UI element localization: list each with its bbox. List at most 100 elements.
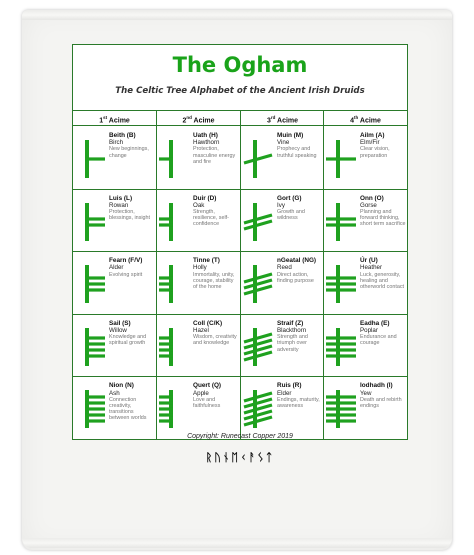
letter-cell: Úr (U) Heather Luck, generosity, healing a… <box>324 251 407 313</box>
letter-cell: Onn (O) Gorse Planning and forward thinkin… <box>324 189 407 251</box>
letter-text: Tinne (T) Holly Immortality, unity, courag… <box>193 257 239 290</box>
letter-meaning: Direct action, finding purpose <box>277 271 314 284</box>
letter-meaning: Knowledge and spiritual growth <box>109 334 147 347</box>
page-title: The Ogham <box>172 53 308 77</box>
letter-meaning: New beginnings, change <box>109 146 149 159</box>
ogham-stroke <box>243 332 273 344</box>
ogham-stroke <box>85 401 105 405</box>
letter-cell: Gort (G) Ivy Growth and wildness <box>241 189 324 251</box>
tree-name: Hazel <box>193 327 209 334</box>
letter-text: Úr (U) Heather Luck, generosity, healing a… <box>360 257 406 290</box>
letter-cell: Coll (C/K) Hazel Wisdom, creativity and kn… <box>157 314 240 376</box>
letter-meaning: Death and rebirth endings <box>360 396 402 409</box>
letter-name: Muin (M) <box>277 132 304 139</box>
ogham-stroke <box>159 395 173 399</box>
ogham-stroke <box>243 338 273 350</box>
ogham-stroke <box>243 397 273 409</box>
ogham-stroke <box>85 216 105 221</box>
letter-name: Uath (H) <box>193 132 218 139</box>
ogham-grid: 1st Acime 2nd Acime 3rd Acime 4th Acime … <box>73 110 407 439</box>
tree-name: Hawthorn <box>193 139 220 147</box>
letter-meaning: Strength, resilience, self-confidence <box>193 209 229 228</box>
ogham-stroke <box>85 276 105 280</box>
tree-name: Blackthorn <box>277 327 307 334</box>
ogham-glyph-icon <box>159 265 173 304</box>
letter-text: Gort (G) Ivy Growth and wildness <box>277 195 323 222</box>
row-divider <box>73 251 407 253</box>
ogham-stroke <box>85 282 105 286</box>
letter-cell: Nion (N) Ash Connection creativity, transi… <box>73 376 156 438</box>
ogham-stroke <box>159 288 173 292</box>
ogham-stem <box>253 327 257 366</box>
letter-cell: nGeatal (NG) Reed Direct action, finding p… <box>241 251 324 313</box>
ogham-stem <box>336 202 340 241</box>
letter-cell: Luis (L) Rowan Protection, blessings, insi… <box>73 189 156 251</box>
letter-cell: Muin (M) Vine Prophecy and truthful speaki… <box>241 126 324 188</box>
ogham-stem <box>85 327 89 366</box>
ogham-stroke <box>243 284 273 296</box>
ogham-stroke <box>159 342 173 346</box>
letter-name: Beith (B) <box>109 132 136 139</box>
letter-text: Duir (D) Oak Strength, resilience, self-co… <box>193 195 239 228</box>
letter-text: Uath (H) Hawthorn Protection, masculine en… <box>193 132 239 165</box>
towel-top-hem <box>22 10 452 20</box>
header-acime-1: 1st Acime <box>99 115 130 125</box>
ogham-stroke <box>326 395 356 399</box>
ogham-stroke <box>85 157 105 161</box>
ogham-stroke <box>159 157 173 161</box>
letter-text: Quert (Q) Apple Love and faithfulness <box>193 382 239 409</box>
letter-text: Straif (Z) Blackthorn Strength and triumph… <box>277 320 323 353</box>
ogham-stroke <box>159 336 173 340</box>
ogham-stem <box>253 202 257 241</box>
page-subtitle: The Celtic Tree Alphabet of the Ancient … <box>115 86 365 96</box>
tree-name: Poplar <box>360 327 378 334</box>
ogham-stem <box>85 202 89 241</box>
letter-name: nGeatal (NG) <box>277 257 317 265</box>
towel-bottom-hem <box>22 538 452 548</box>
ogham-stroke <box>159 348 173 352</box>
ogham-stroke <box>326 354 356 358</box>
letter-cell: Beith (B) Birch New beginnings, change <box>73 126 156 188</box>
ogham-stem <box>336 327 340 366</box>
letter-name: Duir (D) <box>193 194 217 202</box>
letter-text: Onn (O) Gorse Planning and forward thinkin… <box>360 195 406 228</box>
tree-name: Ivy <box>277 201 285 209</box>
ogham-stroke <box>243 278 273 290</box>
letter-text: Beith (B) Birch New beginnings, change <box>109 132 155 159</box>
column-divider <box>323 111 324 439</box>
ogham-glyph-icon <box>159 390 173 429</box>
ogham-stroke <box>85 336 105 340</box>
ogham-stroke <box>159 216 173 221</box>
letter-text: Ruis (R) Elder Endings, maturity, awarenes… <box>277 382 323 409</box>
ogham-stroke <box>326 222 356 227</box>
ogham-stroke <box>159 419 173 423</box>
ogham-glyph-icon <box>85 202 105 241</box>
ogham-stroke <box>159 222 173 227</box>
letter-name: Sail (S) <box>109 319 131 327</box>
ogham-stroke <box>326 336 356 340</box>
ogham-stroke <box>159 282 173 286</box>
ogham-stroke <box>243 391 273 403</box>
ogham-stroke <box>159 354 173 358</box>
ogham-stem <box>169 327 173 366</box>
letter-cell: Fearn (F/V) Alder Evolving spirit <box>73 251 156 313</box>
ogham-glyph-icon <box>326 327 356 366</box>
letter-cell: Ruis (R) Elder Endings, maturity, awarenes… <box>241 376 324 438</box>
tree-name: Heather <box>360 264 383 272</box>
column-divider <box>156 111 157 439</box>
letter-meaning: Love and faithfulness <box>193 396 221 409</box>
row-divider <box>73 376 407 378</box>
letter-name: Ruis (R) <box>277 382 302 390</box>
ogham-stroke <box>243 344 273 356</box>
ogham-stroke <box>85 354 105 358</box>
header-acime-3: 3rd Acime <box>266 115 299 125</box>
tree-name: Yew <box>360 389 372 397</box>
letter-text: Fearn (F/V) Alder Evolving spirit <box>109 257 155 278</box>
tree-name: Alder <box>109 264 124 272</box>
ogham-stroke <box>243 415 273 427</box>
letter-meaning: Protection, masculine energy and fire <box>193 146 236 165</box>
letter-cell: Iodhadh (I) Yew Death and rebirth endings <box>324 376 407 438</box>
ogham-glyph-icon <box>85 327 105 366</box>
letter-name: Eadha (E) <box>360 319 390 327</box>
letter-cell: Ailm (A) Elm/Fir Clear vision, preparation <box>324 126 407 188</box>
